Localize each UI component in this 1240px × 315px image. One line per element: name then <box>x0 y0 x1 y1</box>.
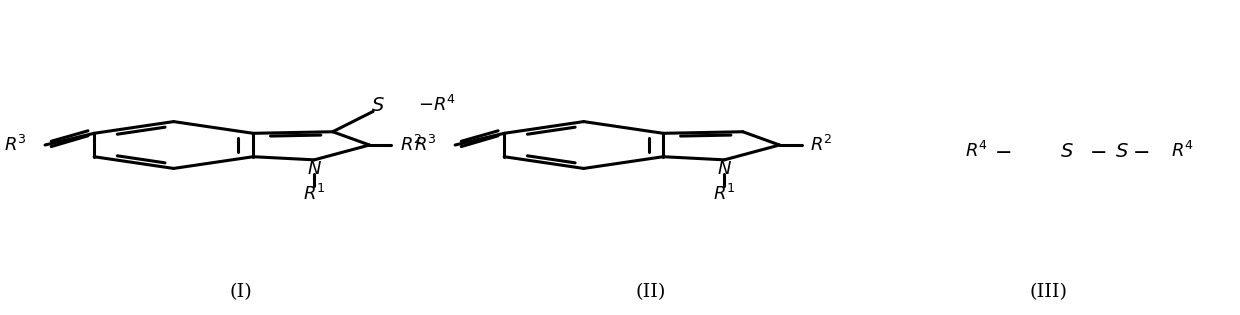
Text: $R^4$: $R^4$ <box>965 141 988 161</box>
Text: $R^2$: $R^2$ <box>810 135 832 155</box>
Text: (II): (II) <box>636 283 666 301</box>
Text: $N$: $N$ <box>306 160 322 178</box>
Text: $-$: $-$ <box>1132 141 1149 161</box>
Text: $S$: $S$ <box>1116 142 1130 161</box>
Text: (III): (III) <box>1030 283 1068 301</box>
Text: $R^3$: $R^3$ <box>414 135 436 155</box>
Text: $-R^4$: $-R^4$ <box>418 95 456 115</box>
Text: $R^2$: $R^2$ <box>401 135 423 155</box>
Text: $-$: $-$ <box>1089 141 1106 161</box>
Text: $R^3$: $R^3$ <box>4 135 27 155</box>
Text: $-$: $-$ <box>993 141 1011 161</box>
Text: $N$: $N$ <box>717 160 732 178</box>
Text: $R^1$: $R^1$ <box>303 184 326 204</box>
Text: (I): (I) <box>229 283 252 301</box>
Text: $R^1$: $R^1$ <box>713 184 735 204</box>
Text: $R^4$: $R^4$ <box>1172 141 1194 161</box>
Text: $S$: $S$ <box>1060 142 1074 161</box>
Text: $S$: $S$ <box>371 96 384 115</box>
